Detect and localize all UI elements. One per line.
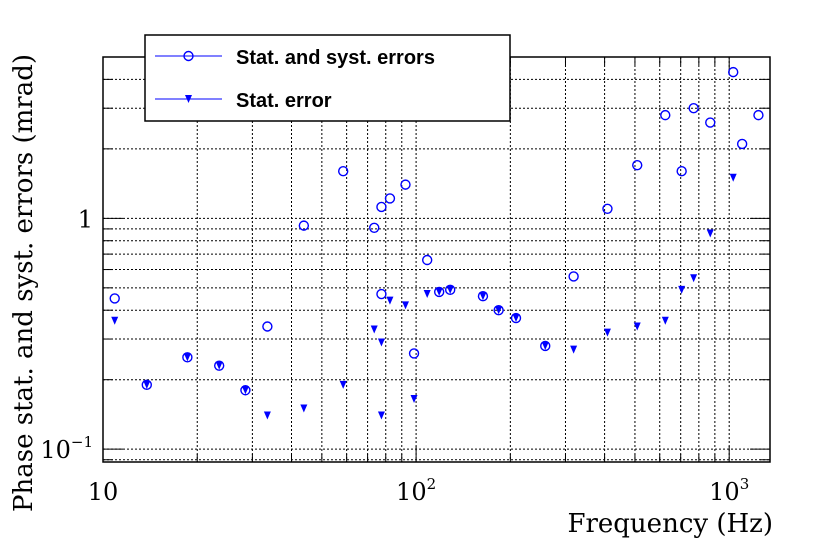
x-tick-label: 10 [88,478,119,506]
data-point-circle [632,159,643,171]
data-point-triangle [729,173,737,182]
data-point-triangle [300,404,308,413]
data-point-circle [213,360,225,371]
data-point-triangle [423,290,431,299]
data-point-circle [433,286,445,298]
data-point-circle [408,348,420,359]
data-point-circle [240,385,251,396]
x-tick-label: 103 [709,475,749,506]
data-point-circle [400,179,411,190]
data-point-triangle [241,386,249,395]
data-point-circle [376,201,387,213]
legend-label-stat-syst: Stat. and syst. errors [236,47,435,69]
data-point-triangle [570,345,578,354]
data-point-triangle [386,296,394,305]
data-point-triangle [183,353,191,362]
data-point-circle [676,166,687,177]
y-axis-title: Phase stat. and syst. errors (mrad) [9,54,39,512]
tick-labels: 10 102 103 10−1 1 [40,205,749,506]
data-point-circle [660,109,671,121]
data-point-triangle [377,411,385,420]
data-point-triangle [661,316,669,325]
data-point-triangle [603,328,611,337]
legend-open-circle-marker [183,50,194,62]
data-point-triangle [215,361,223,370]
data-marks [109,66,764,420]
data-point-triangle [435,287,443,296]
data-point-circle [376,288,387,300]
data-point-circle [444,284,456,296]
data-point-triangle [512,314,520,323]
data-point-circle [262,321,273,332]
x-tick-label: 102 [396,475,436,506]
data-point-circle [493,305,504,316]
data-point-triangle [541,341,549,350]
y-tick-label: 1 [78,205,93,233]
data-point-circle [421,254,433,266]
legend-entry-stat-syst: Stat. and syst. errors [155,47,435,69]
data-point-circle [705,117,716,128]
data-point-triangle [495,306,503,315]
data-point-circle [728,66,739,78]
data-point-circle [753,109,764,121]
data-point-circle [477,290,489,302]
data-point-circle [298,220,310,231]
data-point-triangle [633,322,641,331]
data-point-triangle [263,411,271,420]
data-point-circle [182,352,193,363]
data-point-circle [510,312,522,324]
data-point-triangle [690,274,698,283]
data-point-triangle [678,285,686,294]
data-point-triangle [410,394,418,403]
data-point-triangle [143,380,151,389]
data-point-triangle [446,285,454,294]
data-point-triangle [370,325,378,334]
data-point-circle [109,293,120,304]
legend-label-stat: Stat. error [236,90,332,112]
data-point-circle [337,166,349,177]
legend-box [144,34,511,122]
data-point-circle [568,271,579,282]
data-point-circle [369,222,380,234]
data-point-triangle [339,380,347,389]
data-point-triangle [479,292,487,301]
data-point-circle [736,138,748,150]
data-point-circle [384,193,396,204]
data-point-triangle [706,229,714,238]
x-axis-title: Frequency (Hz) [567,509,773,539]
legend: Stat. and syst. errors Stat. error [144,34,511,122]
data-point-circle [141,379,152,391]
data-point-circle [540,340,551,352]
data-point-circle [602,203,613,214]
y-tick-label: 10−1 [40,433,93,464]
data-point-triangle [401,301,409,310]
data-point-circle [688,103,699,114]
data-point-triangle [377,338,385,347]
legend-triangle-marker [185,95,192,103]
data-point-triangle [111,316,119,325]
legend-entry-stat: Stat. error [155,90,332,112]
